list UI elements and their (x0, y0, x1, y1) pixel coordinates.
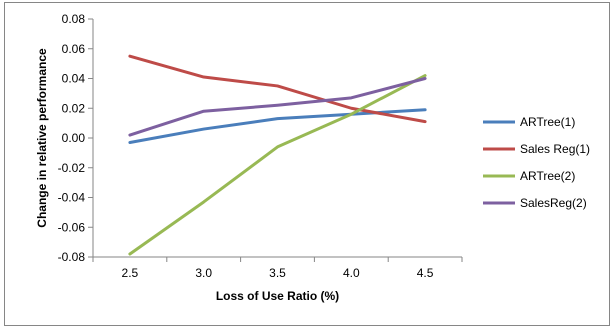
series-line-4 (128, 77, 427, 137)
x-axis-title: Loss of Use Ratio (%) (216, 289, 339, 303)
legend-label: SalesReg(2) (520, 196, 587, 210)
y-axis-ticks: 0.08 0.06 0.04 0.02 0.00 -0.02 -0.04 -0.06 -0.08 (58, 12, 93, 264)
series-line-3 (128, 74, 427, 256)
x-tick-label: 4.0 (343, 266, 360, 280)
x-tick-label: 4.5 (417, 266, 434, 280)
y-tick-label: -0.08 (58, 250, 86, 264)
y-tick-label: 0.06 (62, 42, 86, 56)
legend-label: ARTree(2) (520, 169, 575, 183)
x-tick-label: 3.5 (269, 266, 286, 280)
y-tick-label: 0.04 (62, 72, 86, 86)
series-line-2 (128, 54, 427, 124)
y-tick-label: 0.00 (62, 131, 86, 145)
y-tick-label: -0.04 (58, 191, 86, 205)
legend-label: Sales Reg(1) (520, 142, 590, 156)
y-tick-label: -0.02 (58, 161, 86, 175)
y-tick-label: 0.02 (62, 101, 86, 115)
y-tick-label: -0.06 (58, 220, 86, 234)
x-tick-label: 2.5 (122, 266, 139, 280)
legend-label: ARTree(1) (520, 115, 575, 129)
series-lines (128, 54, 427, 256)
y-tick-label: 0.08 (62, 12, 86, 26)
chart-area (4, 2, 610, 326)
legend: ARTree(1) Sales Reg(1) ARTree(2) SalesReg(2… (483, 115, 590, 210)
x-axis-ticks: 2.5 3.0 3.5 4.0 4.5 (92, 257, 463, 280)
x-tick-label: 3.0 (195, 266, 212, 280)
y-axis-title: Change in relative performance (35, 48, 49, 228)
